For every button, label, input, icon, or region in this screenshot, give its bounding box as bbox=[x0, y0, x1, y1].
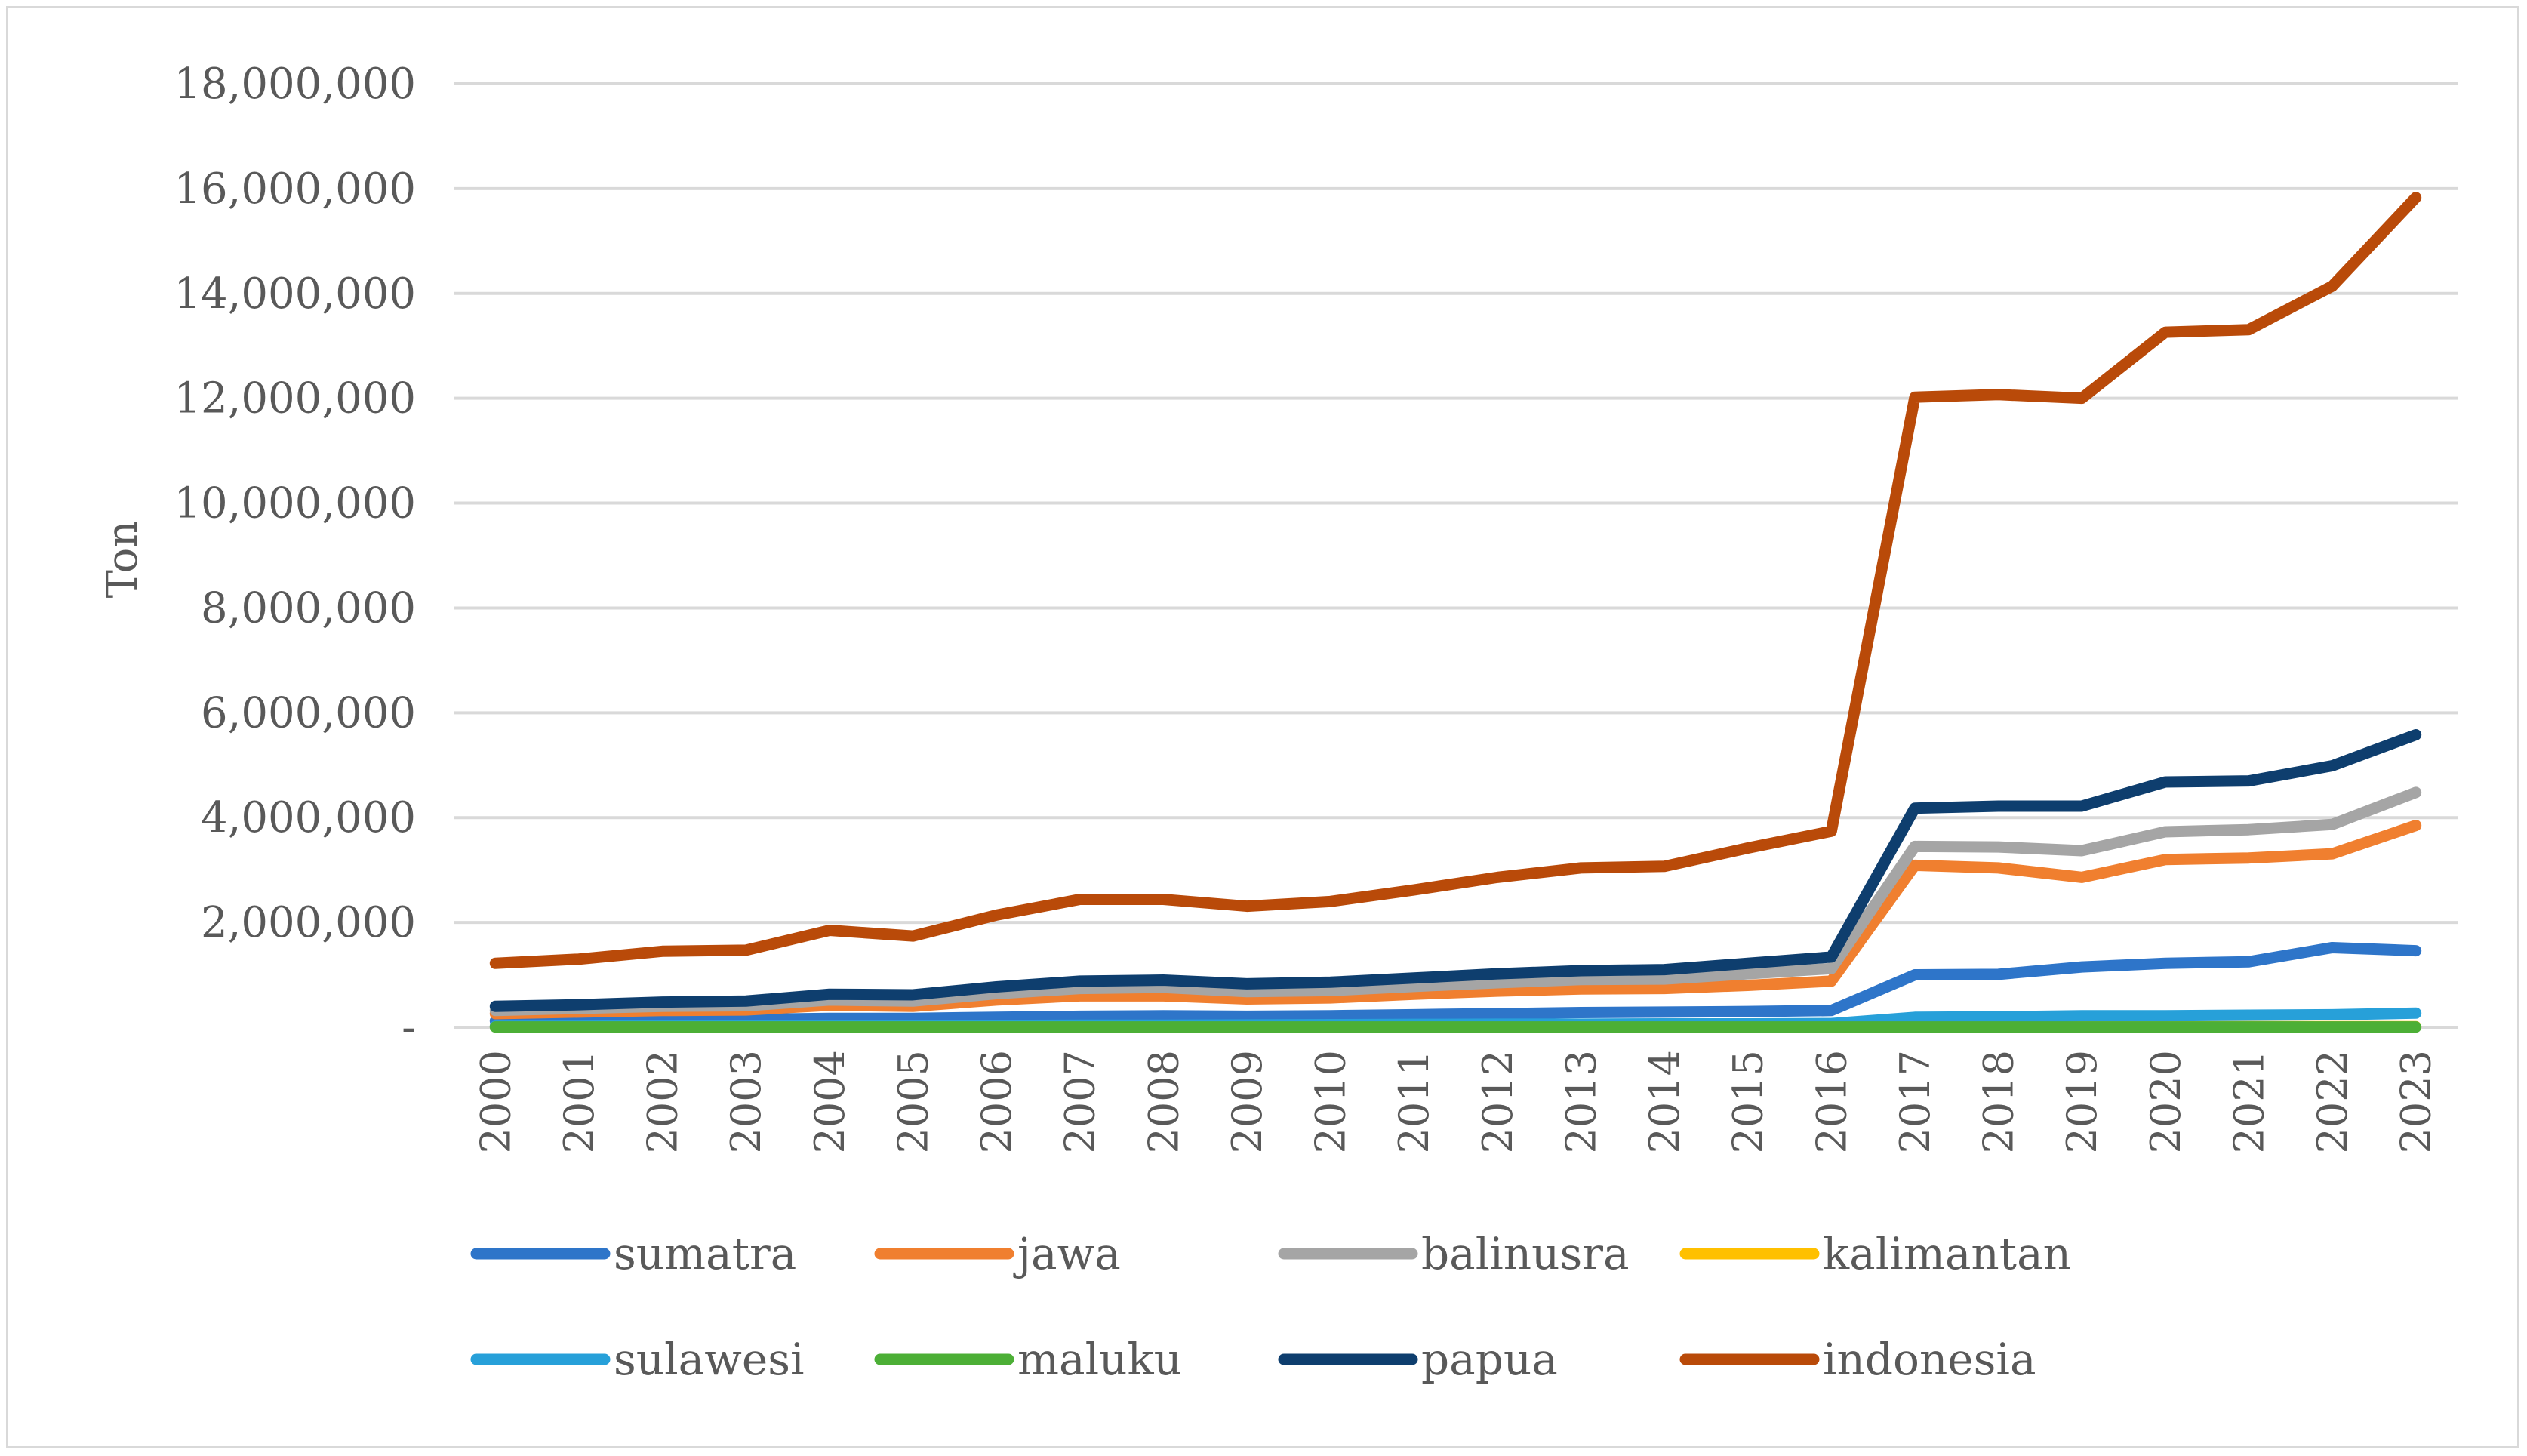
legend: sumatra jawa balinusra kalimantan sulawesi ma… bbox=[470, 1228, 2071, 1385]
line-chart: - 2,000,000 4,000,000 6,000,000 8,000,000 10,… bbox=[98, 60, 2458, 1385]
series-line-papua bbox=[489, 729, 2422, 1012]
y-tick-label: 16,000,000 bbox=[174, 165, 416, 214]
x-tick-label: 2003 bbox=[722, 1050, 770, 1153]
x-tick-label: 2022 bbox=[2309, 1050, 2356, 1153]
x-tick-label: 2014 bbox=[1641, 1050, 1688, 1153]
legend-label-jawa: jawa bbox=[1013, 1228, 1121, 1279]
x-tick-label: 2013 bbox=[1557, 1050, 1605, 1153]
series-line-indonesia bbox=[489, 192, 2422, 969]
x-tick-label: 2009 bbox=[1223, 1050, 1271, 1153]
chart-frame: - 2,000,000 4,000,000 6,000,000 8,000,000 10,… bbox=[6, 6, 2519, 1448]
y-tick-label: 14,000,000 bbox=[174, 269, 416, 319]
gridlines bbox=[454, 82, 2458, 1029]
x-tick-label: 2000 bbox=[472, 1050, 519, 1153]
x-tick-label: 2011 bbox=[1390, 1050, 1438, 1153]
legend-label-papua: papua bbox=[1421, 1334, 1558, 1385]
x-axis-ticks: 2000 2001 2002 2003 2004 2005 2006 2007 2008 2009… bbox=[472, 1050, 2439, 1153]
legend-label-kalimantan: kalimantan bbox=[1823, 1228, 2071, 1279]
series-line-sumatra bbox=[489, 941, 2422, 1027]
y-tick-label: 10,000,000 bbox=[174, 479, 416, 528]
x-tick-label: 2017 bbox=[1891, 1050, 1939, 1153]
y-tick-label: - bbox=[402, 1003, 416, 1052]
x-tick-label: 2007 bbox=[1057, 1050, 1104, 1153]
legend-label-balinusra: balinusra bbox=[1421, 1228, 1630, 1279]
x-tick-label: 2006 bbox=[973, 1050, 1020, 1153]
x-tick-label: 2005 bbox=[889, 1050, 937, 1153]
x-tick-label: 2008 bbox=[1140, 1050, 1187, 1153]
x-tick-label: 2004 bbox=[806, 1050, 854, 1153]
x-tick-label: 2001 bbox=[556, 1050, 603, 1153]
legend-label-sulawesi: sulawesi bbox=[614, 1334, 805, 1385]
y-axis-label: Ton bbox=[98, 521, 147, 599]
x-tick-label: 2019 bbox=[2058, 1050, 2106, 1153]
x-tick-label: 2015 bbox=[1725, 1050, 1772, 1153]
legend-label-sumatra: sumatra bbox=[614, 1228, 796, 1279]
y-tick-label: 6,000,000 bbox=[201, 688, 416, 737]
x-tick-label: 2016 bbox=[1808, 1050, 1855, 1153]
y-axis-ticks: - 2,000,000 4,000,000 6,000,000 8,000,000 10,… bbox=[174, 60, 416, 1052]
x-tick-label: 2018 bbox=[1975, 1050, 2023, 1153]
x-tick-label: 2020 bbox=[2142, 1050, 2190, 1153]
x-tick-label: 2010 bbox=[1307, 1050, 1355, 1153]
y-tick-label: 8,000,000 bbox=[201, 583, 416, 633]
x-tick-label: 2021 bbox=[2225, 1050, 2273, 1153]
y-tick-label: 2,000,000 bbox=[201, 898, 416, 947]
x-tick-label: 2023 bbox=[2393, 1050, 2440, 1153]
x-tick-label: 2012 bbox=[1474, 1050, 1522, 1153]
y-tick-label: 18,000,000 bbox=[174, 60, 416, 109]
series-lines bbox=[489, 192, 2422, 1033]
y-tick-label: 4,000,000 bbox=[201, 793, 416, 842]
legend-label-maluku: maluku bbox=[1017, 1334, 1182, 1385]
x-tick-label: 2002 bbox=[639, 1050, 687, 1153]
y-tick-label: 12,000,000 bbox=[174, 374, 416, 423]
legend-label-indonesia: indonesia bbox=[1823, 1334, 2036, 1385]
